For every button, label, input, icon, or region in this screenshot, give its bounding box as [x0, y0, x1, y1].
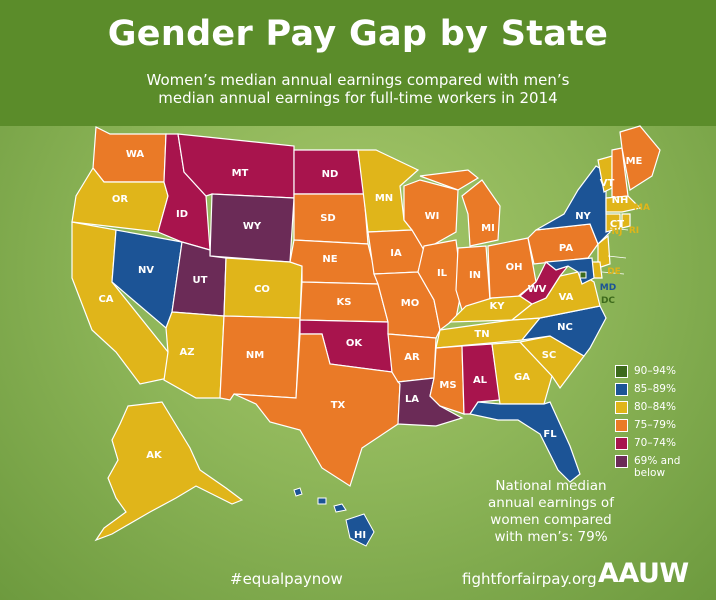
state-label-ca: CA — [98, 294, 113, 305]
state-wi[interactable] — [403, 179, 459, 251]
state-label-nh: NH — [612, 195, 629, 206]
state-labels: WA OR CA NV ID MT WY UT AZ CO NM ND SD NE KS OK TX MN IA MO… — [98, 149, 650, 541]
legend-label: 75–79% — [634, 419, 676, 431]
legend-label: 85–89% — [634, 383, 676, 395]
state-label-co: CO — [254, 284, 270, 295]
state-label-in: IN — [469, 270, 481, 281]
legend-item: 80–84% — [615, 401, 710, 414]
legend-item: 90–94% — [615, 365, 710, 378]
website-link[interactable]: fightforfairpay.org — [462, 570, 597, 588]
state-hi[interactable] — [293, 487, 375, 547]
state-ri[interactable] — [621, 213, 631, 229]
hashtag[interactable]: #equalpaynow — [230, 570, 343, 588]
legend-label: 80–84% — [634, 401, 676, 413]
state-label-mt: MT — [232, 168, 249, 179]
state-mi-up[interactable] — [419, 169, 480, 191]
state-me[interactable] — [619, 125, 661, 191]
state-label-mn: MN — [375, 193, 393, 204]
legend: 90–94% 85–89% 80–84% 75–79% 70–74% 69% and be… — [615, 365, 710, 484]
legend-swatch — [615, 437, 628, 450]
state-nj[interactable] — [597, 234, 611, 269]
state-label-wa: WA — [126, 149, 145, 160]
state-label-nm: NM — [246, 350, 264, 361]
state-label-wy: WY — [243, 221, 262, 232]
state-label-vt: VT — [600, 178, 615, 189]
state-label-ma: MA — [634, 203, 650, 213]
state-label-me: ME — [626, 156, 643, 167]
legend-label: 70–74% — [634, 437, 676, 449]
state-label-ct: CT — [610, 219, 624, 230]
state-label-va: VA — [559, 292, 574, 303]
state-label-md: MD — [600, 283, 616, 293]
state-label-oh: OH — [506, 262, 523, 273]
state-label-ga: GA — [514, 372, 530, 383]
page-subtitle: Women’s median annual earnings compared … — [146, 71, 570, 107]
state-ak[interactable] — [94, 401, 244, 542]
national-median-note: National median annual earnings of women… — [488, 478, 614, 545]
state-label-ms: MS — [439, 380, 456, 391]
state-mi[interactable] — [461, 179, 501, 247]
callout-lines — [601, 227, 629, 275]
state-label-ri: RI — [629, 226, 639, 236]
state-label-tx: TX — [331, 400, 346, 411]
state-label-pa: PA — [559, 243, 573, 254]
state-label-dc: DC — [601, 296, 615, 306]
state-dc[interactable] — [579, 271, 587, 279]
legend-item: 70–74% — [615, 437, 710, 450]
state-fl[interactable] — [469, 401, 581, 483]
legend-label: 90–94% — [634, 365, 676, 377]
state-label-nc: NC — [557, 322, 573, 333]
state-label-wi: WI — [425, 211, 440, 222]
state-label-ne: NE — [322, 254, 337, 265]
state-label-ky: KY — [490, 301, 506, 312]
state-label-nd: ND — [322, 169, 339, 180]
legend-swatch — [615, 383, 628, 396]
aauw-logo: AAUW — [598, 558, 689, 589]
state-label-mo: MO — [401, 298, 419, 309]
state-label-mi: MI — [481, 223, 495, 234]
state-ma[interactable] — [605, 195, 642, 213]
state-label-la: LA — [405, 394, 419, 405]
state-label-nv: NV — [138, 265, 154, 276]
legend-item: 85–89% — [615, 383, 710, 396]
state-label-al: AL — [473, 375, 488, 386]
page-title: Gender Pay Gap by State — [107, 14, 609, 54]
state-label-ny: NY — [575, 211, 591, 222]
state-label-ia: IA — [390, 248, 402, 259]
state-label-ks: KS — [337, 297, 352, 308]
state-label-sc: SC — [542, 350, 557, 361]
state-label-sd: SD — [320, 213, 336, 224]
state-ga[interactable] — [491, 341, 553, 405]
state-label-fl: FL — [543, 429, 557, 440]
state-label-de: DE — [607, 267, 621, 277]
state-tx[interactable] — [233, 333, 401, 487]
legend-item: 69% and below — [615, 455, 710, 479]
legend-swatch — [615, 365, 628, 378]
state-label-id: ID — [176, 209, 188, 220]
state-label-tn: TN — [474, 329, 489, 340]
state-ny[interactable] — [535, 165, 611, 246]
state-ct[interactable] — [605, 213, 621, 233]
state-label-wv: WV — [528, 284, 547, 295]
state-label-az: AZ — [180, 347, 195, 358]
logo-text: AAUW — [598, 558, 689, 589]
state-label-ar: AR — [404, 352, 420, 363]
state-label-ok: OK — [346, 338, 364, 349]
state-label-il: IL — [437, 268, 448, 279]
legend-swatch — [615, 401, 628, 414]
legend-swatch — [615, 419, 628, 432]
legend-swatch — [615, 455, 628, 468]
state-label-ut: UT — [193, 275, 208, 286]
state-label-hi: HI — [354, 530, 366, 541]
legend-item: 75–79% — [615, 419, 710, 432]
state-il[interactable] — [417, 239, 463, 332]
state-label-nj: NJ — [612, 227, 623, 237]
state-label-ak: AK — [146, 450, 163, 461]
legend-label: 69% and below — [634, 455, 681, 479]
header-banner: Gender Pay Gap by State Women’s median a… — [0, 0, 716, 126]
state-label-or: OR — [112, 194, 129, 205]
